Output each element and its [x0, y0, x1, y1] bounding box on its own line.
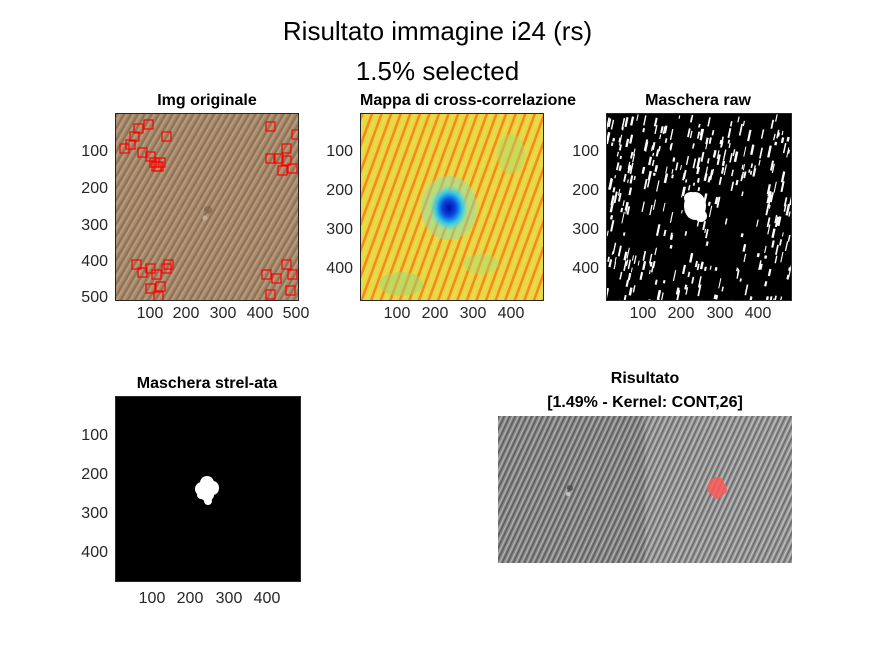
- mask-raw-xtick: 400: [744, 305, 772, 322]
- crosscorr-xtick: 400: [497, 305, 525, 322]
- match-marker: [281, 155, 292, 166]
- result-panel-title-line2: [1.49% - Kernel: CONT,26]: [547, 394, 743, 411]
- mask-raw-ytick: 100: [572, 143, 599, 160]
- mask-raw-ytick: 300: [572, 221, 599, 238]
- mask-raw-axes: [606, 113, 792, 301]
- match-marker: [155, 157, 166, 168]
- crosscorr-xtick: 100: [383, 305, 411, 322]
- result-axes: [498, 416, 792, 563]
- crosscorr-ytick: 300: [326, 221, 353, 238]
- original-xtick: 400: [246, 305, 274, 322]
- match-marker: [271, 273, 282, 284]
- original-image: [116, 114, 298, 300]
- match-marker: [281, 259, 292, 270]
- original-xtick: 100: [136, 305, 164, 322]
- original-ytick: 400: [81, 253, 108, 270]
- match-marker: [143, 119, 154, 130]
- mask-strel-xtick: 400: [253, 590, 281, 607]
- original-xtick: 500: [282, 305, 310, 322]
- match-marker: [261, 269, 272, 280]
- figure-title-line2: 1.5% selected: [355, 56, 520, 86]
- crosscorr-panel-title: Mappa di cross-correlazione: [360, 92, 577, 109]
- crosscorr-axes: [360, 113, 544, 301]
- result-panel-title-line1: Risultato: [610, 370, 680, 387]
- match-marker: [285, 285, 296, 296]
- original-xtick: 200: [172, 305, 200, 322]
- result-highlight-region: [707, 477, 727, 499]
- match-marker: [265, 289, 276, 300]
- mask-raw-xtick: 100: [629, 305, 657, 322]
- crosscorr-xtick: 300: [459, 305, 487, 322]
- match-marker: [133, 123, 144, 134]
- match-marker: [153, 291, 164, 300]
- match-marker: [265, 121, 276, 132]
- match-marker: [281, 143, 292, 154]
- mask-strel-xtick: 200: [176, 590, 204, 607]
- original-ytick: 200: [81, 180, 108, 197]
- mask-raw-image: [607, 114, 791, 300]
- match-marker: [163, 259, 174, 270]
- mask-raw-xtick: 300: [706, 305, 734, 322]
- figure-title-line1: Risultato immagine i24 (rs): [282, 16, 593, 46]
- crosscorr-ytick: 100: [326, 143, 353, 160]
- mask-raw-ytick: 200: [572, 182, 599, 199]
- match-marker: [131, 259, 142, 270]
- mask-strel-ytick: 200: [81, 466, 108, 483]
- mask-strel-ytick: 100: [81, 427, 108, 444]
- crosscorr-map: [361, 114, 543, 300]
- original-xtick: 300: [209, 305, 237, 322]
- mask-strel-xtick: 100: [138, 590, 166, 607]
- original-image-axes: [115, 113, 299, 301]
- mask-raw-ytick: 400: [572, 260, 599, 277]
- mask-strel-image: [116, 397, 300, 581]
- match-marker: [273, 153, 284, 164]
- original-panel-title: Img originale: [157, 92, 257, 109]
- original-ytick: 100: [81, 143, 108, 160]
- match-marker: [287, 269, 298, 280]
- mask-strel-ytick: 400: [81, 544, 108, 561]
- match-marker: [277, 165, 288, 176]
- crosscorr-ytick: 400: [326, 260, 353, 277]
- match-marker: [145, 263, 156, 274]
- mask-strel-panel-title: Maschera strel-ata: [136, 375, 278, 392]
- mask-raw-panel-title: Maschera raw: [645, 92, 751, 109]
- result-image: [498, 416, 792, 563]
- original-ytick: 300: [81, 217, 108, 234]
- match-marker: [151, 269, 162, 280]
- match-marker: [287, 163, 298, 174]
- match-marker: [265, 153, 276, 164]
- match-marker: [291, 129, 298, 140]
- mask-strel-xtick: 300: [215, 590, 243, 607]
- crosscorr-ytick: 200: [326, 182, 353, 199]
- original-ytick: 500: [81, 289, 108, 306]
- match-marker: [155, 281, 166, 292]
- match-marker: [145, 283, 156, 294]
- crosscorr-xtick: 200: [421, 305, 449, 322]
- mask-strel-axes: [115, 396, 301, 582]
- mask-raw-xtick: 200: [667, 305, 695, 322]
- match-marker: [161, 131, 172, 142]
- mask-strel-ytick: 300: [81, 505, 108, 522]
- template-match-markers: [119, 119, 298, 300]
